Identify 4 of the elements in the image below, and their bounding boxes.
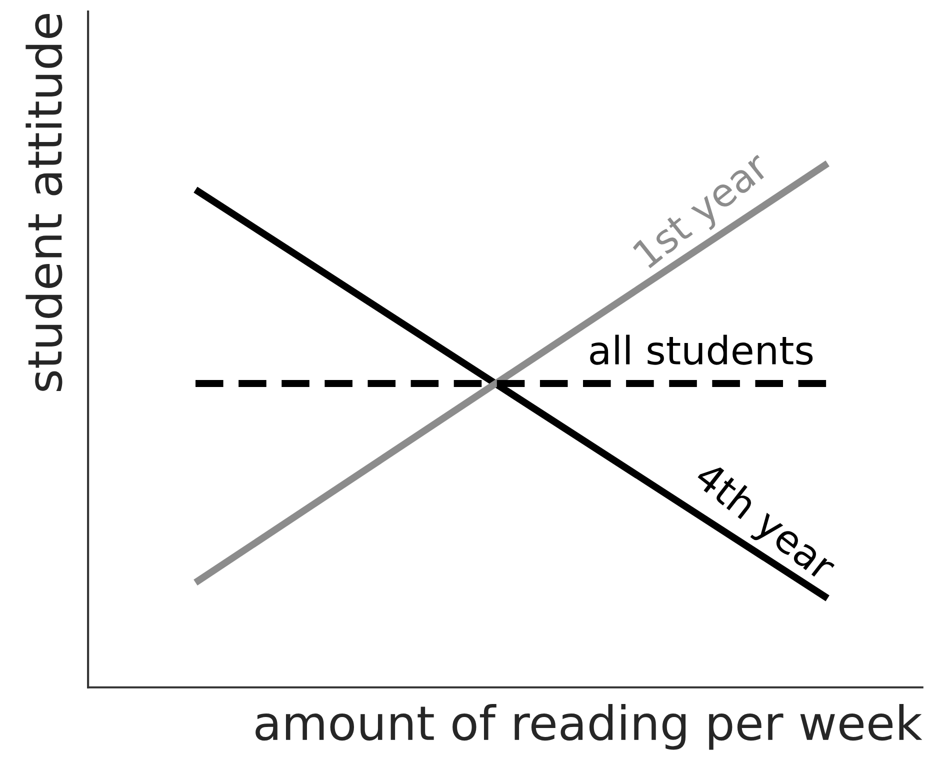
series-label: all students (590, 334, 813, 365)
y-axis-title: student attitude (26, 14, 62, 392)
text: 4th year (688, 459, 840, 589)
x-axis-title: amount of reading per week (256, 704, 922, 750)
